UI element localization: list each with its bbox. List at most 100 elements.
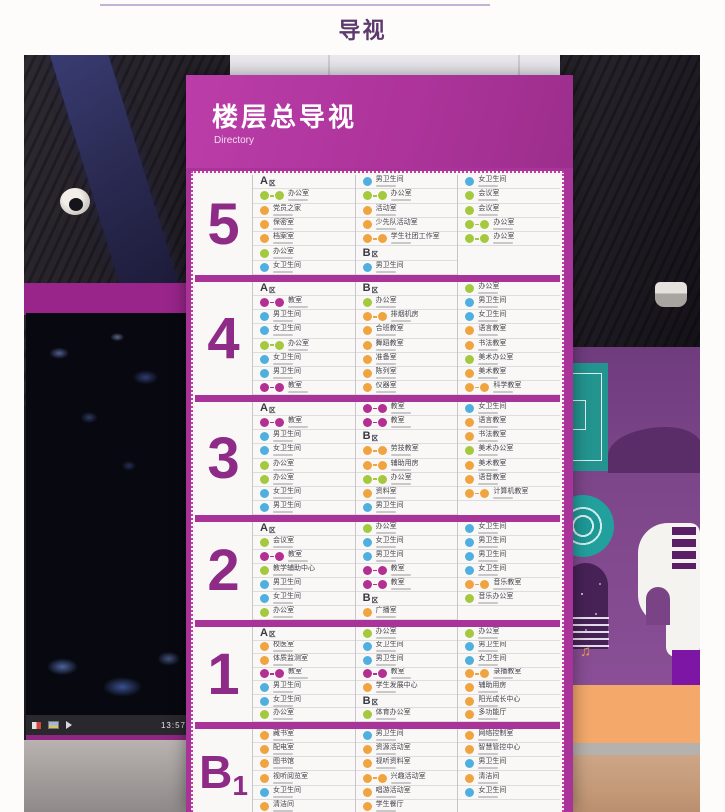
room-badge <box>362 628 372 638</box>
room-label-wrap: 男卫生间 <box>273 368 301 379</box>
room-badge <box>260 731 269 741</box>
room-sublabel <box>478 440 499 443</box>
room-column-2: 男卫生间 办公室 活动室 少先队活动室 学生社团工作室 B 区男卫生间 <box>355 175 459 275</box>
room-label-wrap: 广播室 <box>375 607 397 618</box>
room-item: 音乐教室 <box>458 578 560 592</box>
room-badge <box>362 552 372 561</box>
room-item: 录播教室 <box>458 668 560 682</box>
room-label: 书法教室 <box>478 339 507 347</box>
room-label-wrap: 唱游活动室 <box>375 787 411 798</box>
room-label: 阳光成长中心 <box>478 695 521 703</box>
room-sublabel <box>390 677 411 680</box>
room-label: 科学教室 <box>493 381 522 389</box>
room-column-3: 网络控制室 智慧管控中心 男卫生间 清洁间 女卫生间 <box>458 729 560 812</box>
room-label-wrap: 教室 <box>288 668 308 680</box>
room-badge <box>465 177 475 187</box>
room-sublabel <box>273 213 293 216</box>
room-badge <box>362 326 372 336</box>
room-label-wrap: 保密室 <box>273 219 294 230</box>
room-badge <box>465 552 475 561</box>
room-column-1: A 区办公室 党员之家 保密室 档案室 办公室 女卫生间 <box>253 175 356 275</box>
room-badge <box>260 608 269 617</box>
room-badge <box>362 655 372 665</box>
room-badge <box>260 642 269 652</box>
room-label: 女卫生间 <box>478 523 507 530</box>
room-item: 教室 <box>253 668 355 682</box>
room-sublabel <box>273 753 293 756</box>
room-item: 智慧管控中心 <box>458 743 560 758</box>
room-badge <box>362 446 372 456</box>
room-label-wrap: 视听资料室 <box>375 758 411 770</box>
room-label: 男卫生间 <box>375 176 404 184</box>
room-badge <box>275 382 284 392</box>
room-sublabel <box>478 574 499 576</box>
room-label-wrap: 教学辅助中心 <box>273 565 315 576</box>
zone-suffix: 区 <box>268 286 276 294</box>
room-badge <box>465 382 475 392</box>
room-label-wrap: 图书馆 <box>273 758 294 770</box>
floor-row-2: 2 A 区会议室 教室 教学辅助中心 男卫生间 女卫生间 办公室 办公室 女卫生间 男卫生间 教室 教室… <box>195 522 560 620</box>
room-label-wrap: 活动室 <box>375 205 397 216</box>
floor-row-1: 1 A 区校医室 体质监测室 教室 男卫生间 女卫生间 办公室 办公室 女卫生间 男卫生间 教室 学生发… <box>195 627 560 722</box>
floor-separator <box>195 395 560 402</box>
room-sublabel <box>273 663 293 666</box>
room-item: 男卫生间 <box>355 654 458 668</box>
room-item: 男卫生间 <box>355 501 458 515</box>
zone-suffix: 区 <box>371 699 379 707</box>
room-label: 兴趣活动室 <box>390 772 426 780</box>
room-badge <box>260 745 269 755</box>
room-sublabel <box>390 468 411 471</box>
badge-dash <box>270 421 274 424</box>
room-label-wrap: 办公室 <box>493 233 514 245</box>
room-label: 办公室 <box>273 473 294 481</box>
room-badge <box>465 787 475 797</box>
room-item: 男卫生间 <box>253 367 355 381</box>
room-item: 党员之家 <box>253 204 355 218</box>
room-item: 美术办公室 <box>458 444 560 459</box>
room-badge <box>362 566 372 575</box>
zone-suffix: 区 <box>268 526 276 534</box>
room-sublabel <box>273 704 293 707</box>
room-item: 男卫生间 <box>458 550 560 564</box>
page-title: 导视 <box>338 18 387 43</box>
room-sublabel <box>478 199 499 202</box>
room-label-wrap: 男卫生间 <box>478 641 506 653</box>
room-sublabel <box>375 213 396 216</box>
room-badge <box>260 312 269 322</box>
room-label-wrap: 书法教室 <box>478 431 506 443</box>
room-label-wrap: 辅助用房 <box>390 460 419 471</box>
floor-row-3: 3 A 区教室 男卫生间 女卫生间 办公室 办公室 女卫生间 男卫生间 教室 教室 B 区劳技教室 辅助用… <box>195 402 560 515</box>
room-label: 女卫生间 <box>478 565 507 572</box>
room-column-1: A 区教室 男卫生间 女卫生间 办公室 女卫生间 男卫生间 教室 <box>253 282 356 395</box>
room-item: 女卫生间 <box>253 786 355 800</box>
room-label: 办公室 <box>390 473 412 481</box>
room-badge <box>362 312 372 322</box>
room-badge <box>377 234 387 244</box>
room-sublabel <box>375 663 396 666</box>
room-sublabel <box>478 348 499 351</box>
room-badge <box>465 580 475 589</box>
room-badge <box>362 177 372 187</box>
room-item: 女卫生间 <box>253 592 355 606</box>
room-item: 办公室 <box>355 296 458 311</box>
room-label-wrap: 女卫生间 <box>375 641 404 653</box>
room-sublabel <box>375 306 396 309</box>
room-label: 男卫生间 <box>375 501 404 509</box>
room-label-wrap: 办公室 <box>390 473 412 485</box>
room-label-wrap: 女卫生间 <box>273 445 301 457</box>
badge-dash <box>372 777 377 779</box>
room-label-wrap: 档案室 <box>273 233 294 245</box>
room-sublabel <box>478 376 499 379</box>
room-item: 女卫生间 <box>253 324 355 339</box>
room-label-wrap: 女卫生间 <box>478 311 506 323</box>
floor-number-main: B <box>199 745 233 798</box>
room-badge <box>260 801 269 811</box>
floor-number: 2 <box>195 522 253 620</box>
room-sublabel <box>375 348 396 351</box>
room-label: 女卫生间 <box>375 537 404 544</box>
room-item: 语言教室 <box>458 324 560 339</box>
room-label-wrap: 清洁间 <box>273 801 294 812</box>
room-item: 活动室 <box>355 204 458 218</box>
